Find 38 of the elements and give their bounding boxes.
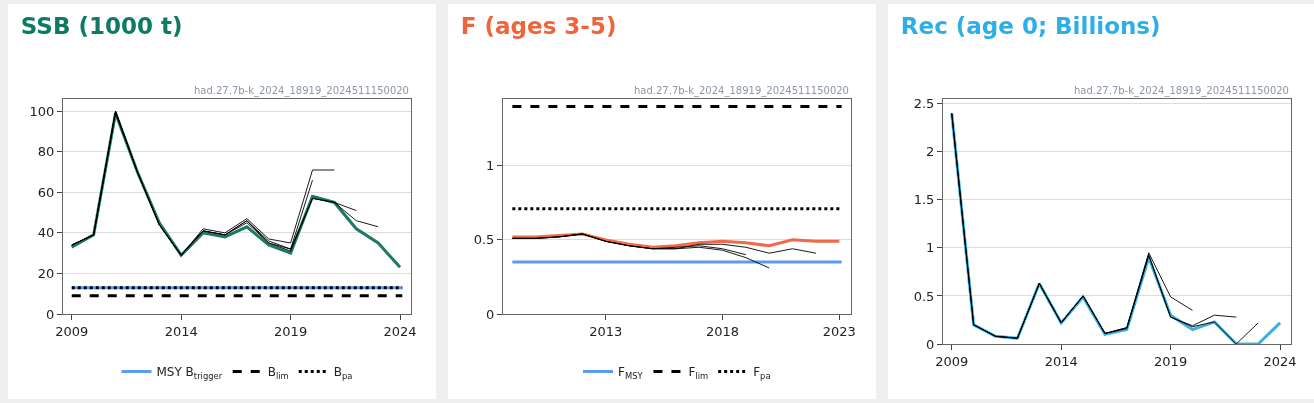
y-tick-label: 0.5 — [913, 288, 935, 304]
legend-label: F$_{lim}$ — [688, 365, 709, 381]
y-tick-label: 100 — [29, 103, 55, 119]
x-tick-label: 2019 — [1154, 353, 1188, 369]
x-tick-label: 2009 — [55, 323, 89, 339]
x-tick-label: 2024 — [1263, 353, 1297, 369]
y-tick-label: 2 — [926, 144, 935, 160]
x-tick-label: 2024 — [383, 323, 417, 339]
y-tick-label: 60 — [37, 184, 55, 200]
legend-label: MSY B$_{trigger}$ — [156, 365, 223, 381]
x-tick-label: 2023 — [822, 323, 856, 339]
x-tick-label: 2019 — [274, 323, 308, 339]
chart-title: F (ages 3-5) — [460, 12, 617, 39]
chart-title: SSB (1000 t) — [20, 12, 183, 39]
y-tick-label: 0 — [486, 306, 495, 322]
y-tick-label: 1 — [926, 240, 935, 256]
x-tick-label: 2009 — [935, 353, 969, 369]
chart-title: Rec (age 0; Billions) — [900, 12, 1161, 39]
y-tick-label: 1 — [486, 158, 495, 174]
x-tick-label: 2014 — [164, 323, 198, 339]
y-tick-label: 1.5 — [913, 192, 935, 208]
y-tick-label: 0.5 — [473, 232, 495, 248]
x-tick-label: 2018 — [705, 323, 740, 339]
legend-label: F$_{MSY}$ — [618, 365, 644, 381]
y-tick-label: 0 — [46, 306, 55, 322]
y-tick-label: 20 — [37, 265, 55, 281]
text: had.27.7b-k_2024_18919_2024511150020 — [1074, 85, 1289, 97]
y-tick-label: 80 — [37, 144, 55, 160]
y-tick-label: 2.5 — [913, 96, 935, 112]
y-tick-label: 0 — [926, 336, 935, 352]
legend-label: B$_{pa}$ — [333, 365, 353, 381]
y-tick-label: 40 — [37, 225, 55, 241]
legend-label: B$_{lim}$ — [267, 365, 289, 381]
x-tick-label: 2014 — [1044, 353, 1078, 369]
text: had.27.7b-k_2024_18919_2024511150020 — [634, 85, 849, 97]
x-tick-label: 2013 — [589, 323, 623, 339]
legend-label: F$_{pa}$ — [753, 365, 771, 381]
text: had.27.7b-k_2024_18919_2024511150020 — [194, 85, 409, 97]
